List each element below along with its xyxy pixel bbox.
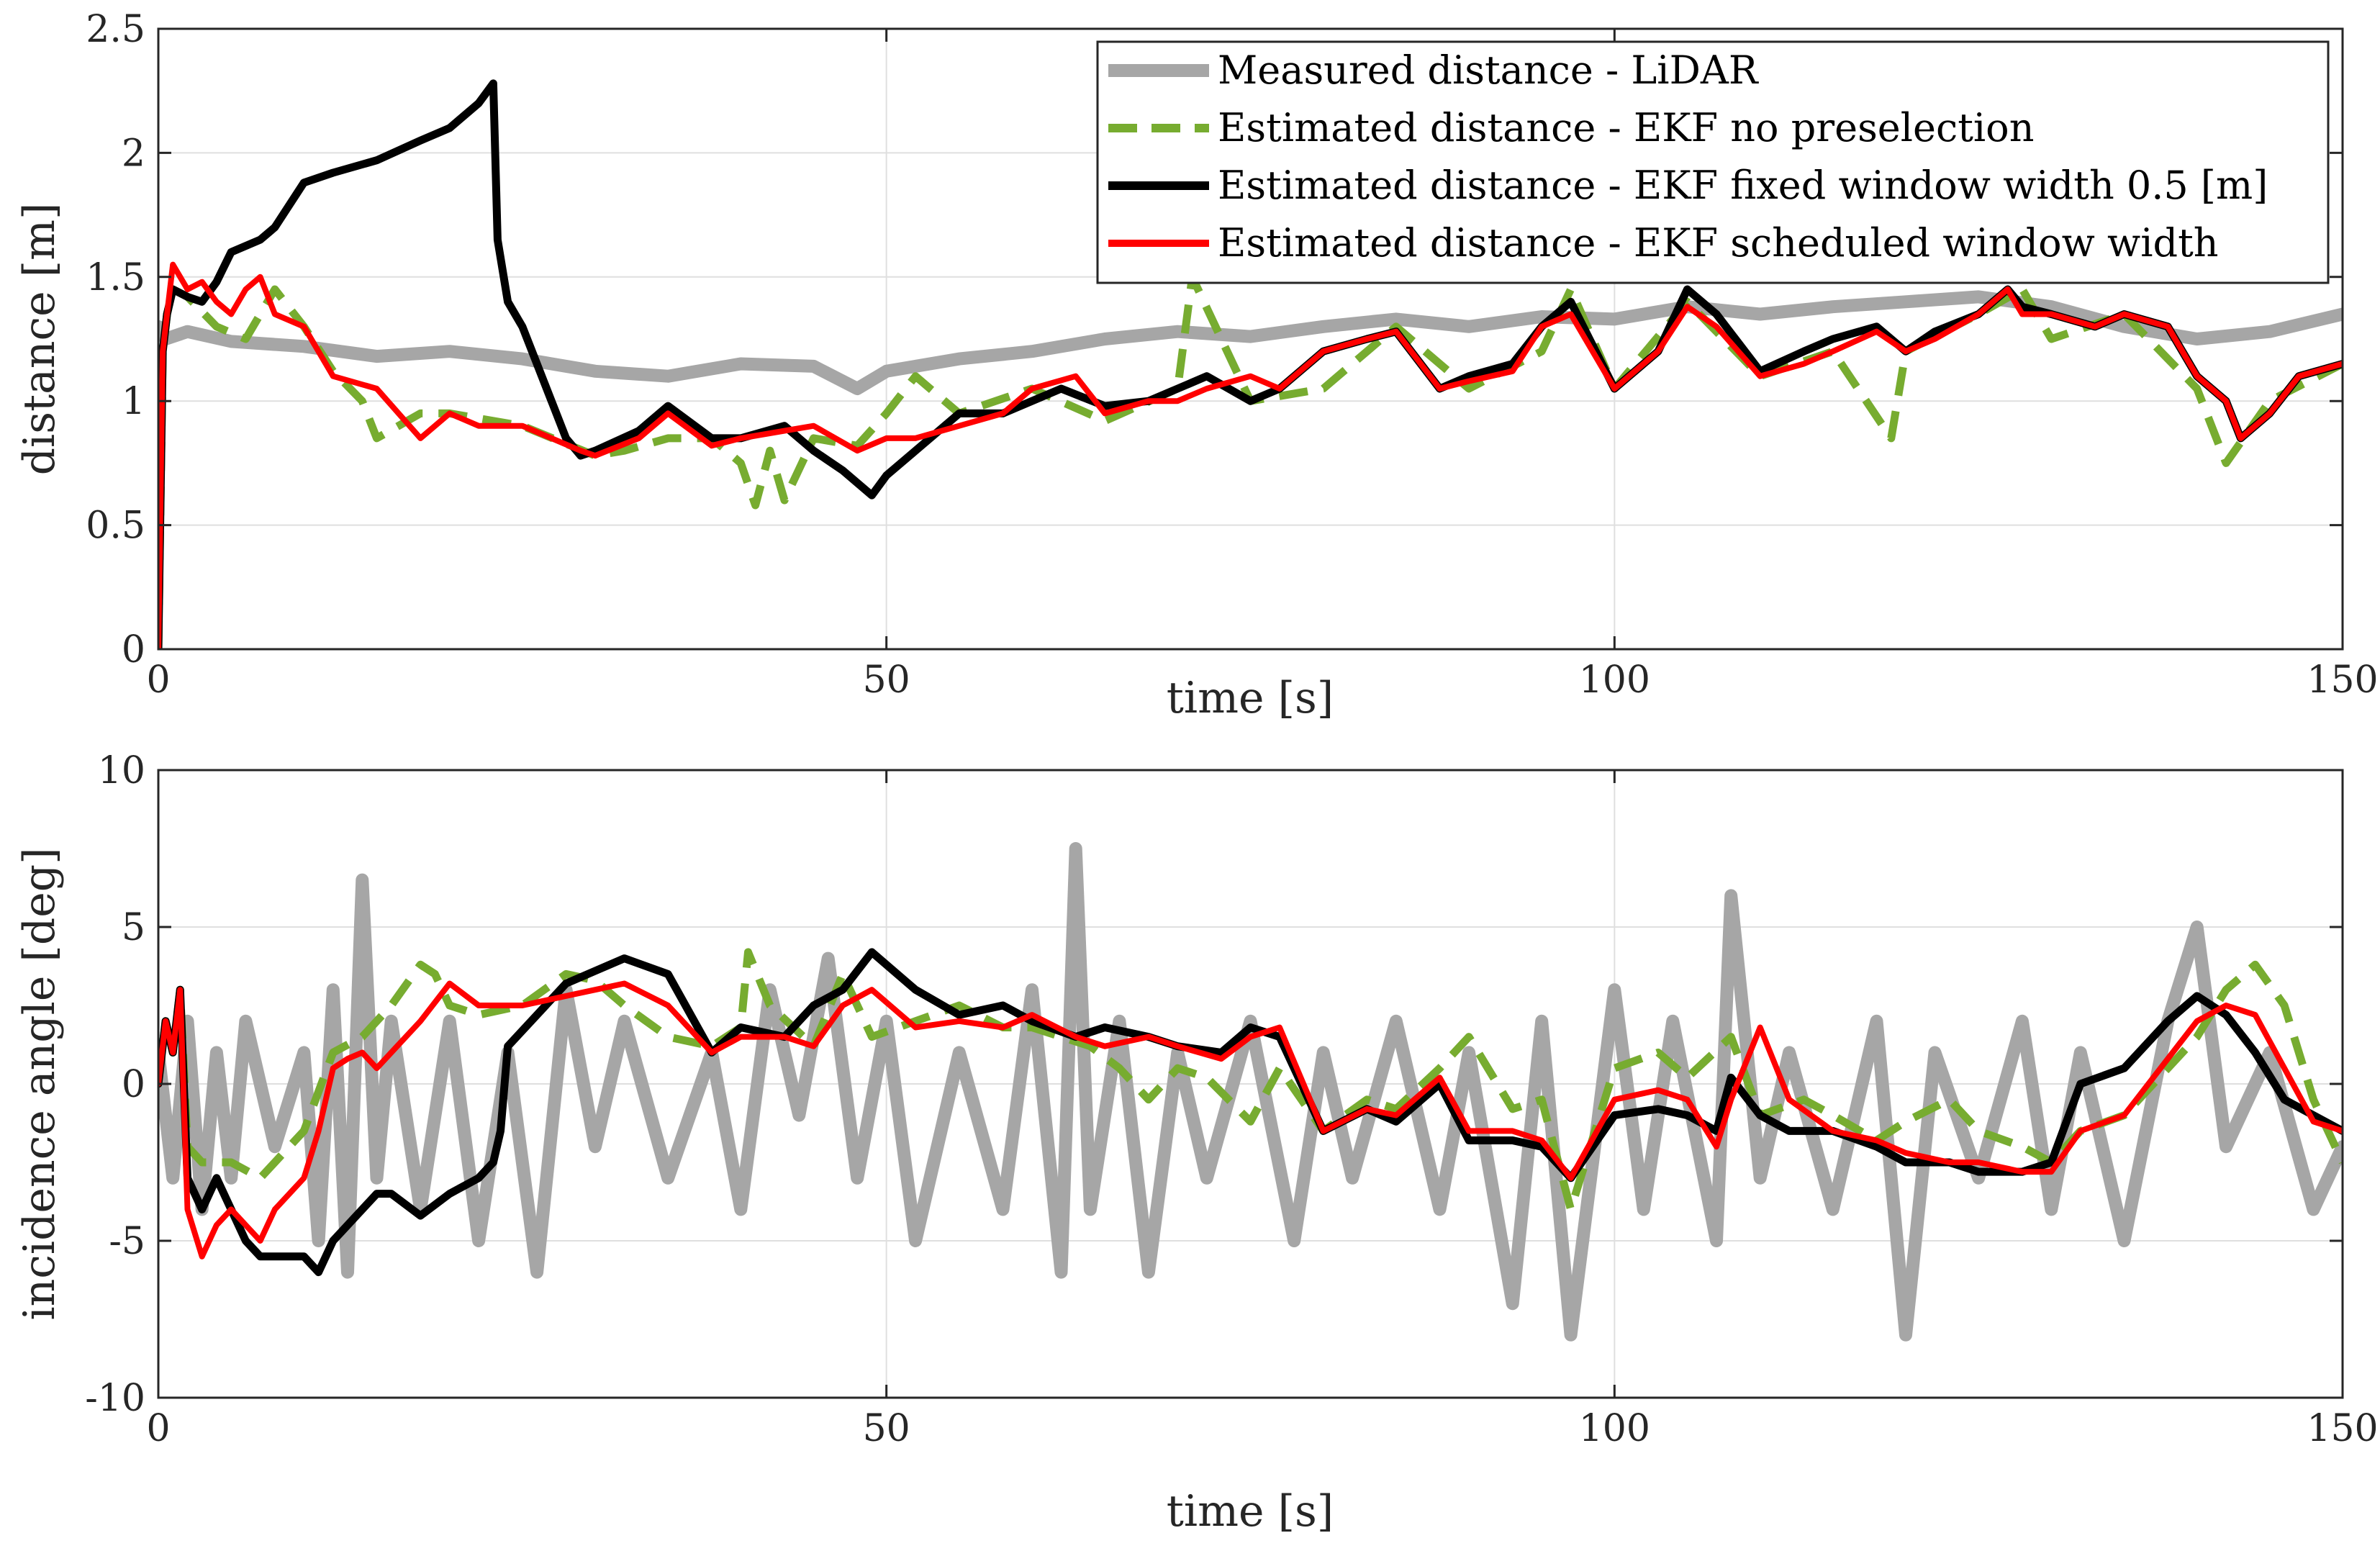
distance-series-lidar [158,290,2343,395]
incidence-xtick-label: 100 [1579,1407,1650,1450]
distance-panel: 0 50 100 150 0 0.5 1 1.5 2 2.5 time [s] distance … [14,8,2379,723]
incidence-angle-panel: 0 50 100 150 -10 -5 0 5 10 time [s] incidence an… [14,749,2379,1537]
distance-axes-box [157,27,2344,651]
incidence-ytick-label: 0 [122,1063,145,1106]
legend-label-fixed-window: Estimated distance - EKF fixed window wi… [1218,163,2268,208]
distance-xtick-label: 50 [863,659,910,702]
incidence-ytick-label: -10 [85,1377,145,1420]
legend-label-scheduled-window: Estimated distance - EKF scheduled windo… [1218,220,2219,266]
incidence-series-scheduled-window [158,980,2343,1260]
distance-ytick-label: 2 [122,132,145,175]
incidence-ytick-label: 5 [122,906,145,949]
distance-ticks: 0 50 100 150 0 0.5 1 1.5 2 2.5 [86,8,2378,702]
distance-x-axis-label: time [s] [1167,673,1334,723]
incidence-xtick-label: 150 [2307,1407,2378,1450]
legend-box [1096,40,2330,284]
incidence-ticks: 0 50 100 150 -10 -5 0 5 10 [85,749,2378,1450]
incidence-x-axis-label: time [s] [1167,1486,1334,1537]
incidence-series [158,842,2343,1342]
distance-ytick-label: 2.5 [86,8,145,51]
legend-label-no-preselection: Estimated distance - EKF no preselection [1218,105,2034,150]
incidence-xtick-label: 0 [146,1407,170,1450]
distance-series [158,79,2343,649]
distance-xtick-label: 100 [1579,659,1650,702]
incidence-ytick-label: -5 [109,1220,145,1263]
distance-y-axis-label: distance [m] [14,203,65,476]
incidence-y-axis-label: incidence angle [deg] [14,847,65,1320]
distance-xtick-label: 0 [146,659,170,702]
legend: Measured distance - LiDAR Estimated dist… [1096,40,2330,284]
incidence-ytick-label: 10 [98,749,145,792]
distance-ytick-label: 1 [122,380,145,423]
distance-ytick-label: 1.5 [86,256,145,299]
distance-xtick-label: 150 [2307,659,2378,702]
incidence-xtick-label: 50 [863,1407,910,1450]
incidence-series-no-preselection [158,948,2343,1213]
distance-ytick-label: 0.5 [86,505,145,548]
legend-label-lidar: Measured distance - LiDAR [1218,48,1759,93]
incidence-series-lidar [158,842,2343,1342]
incidence-series-fixed-window [158,948,2343,1277]
distance-ytick-label: 0 [122,628,145,672]
distance-series-scheduled-window [158,261,2343,649]
